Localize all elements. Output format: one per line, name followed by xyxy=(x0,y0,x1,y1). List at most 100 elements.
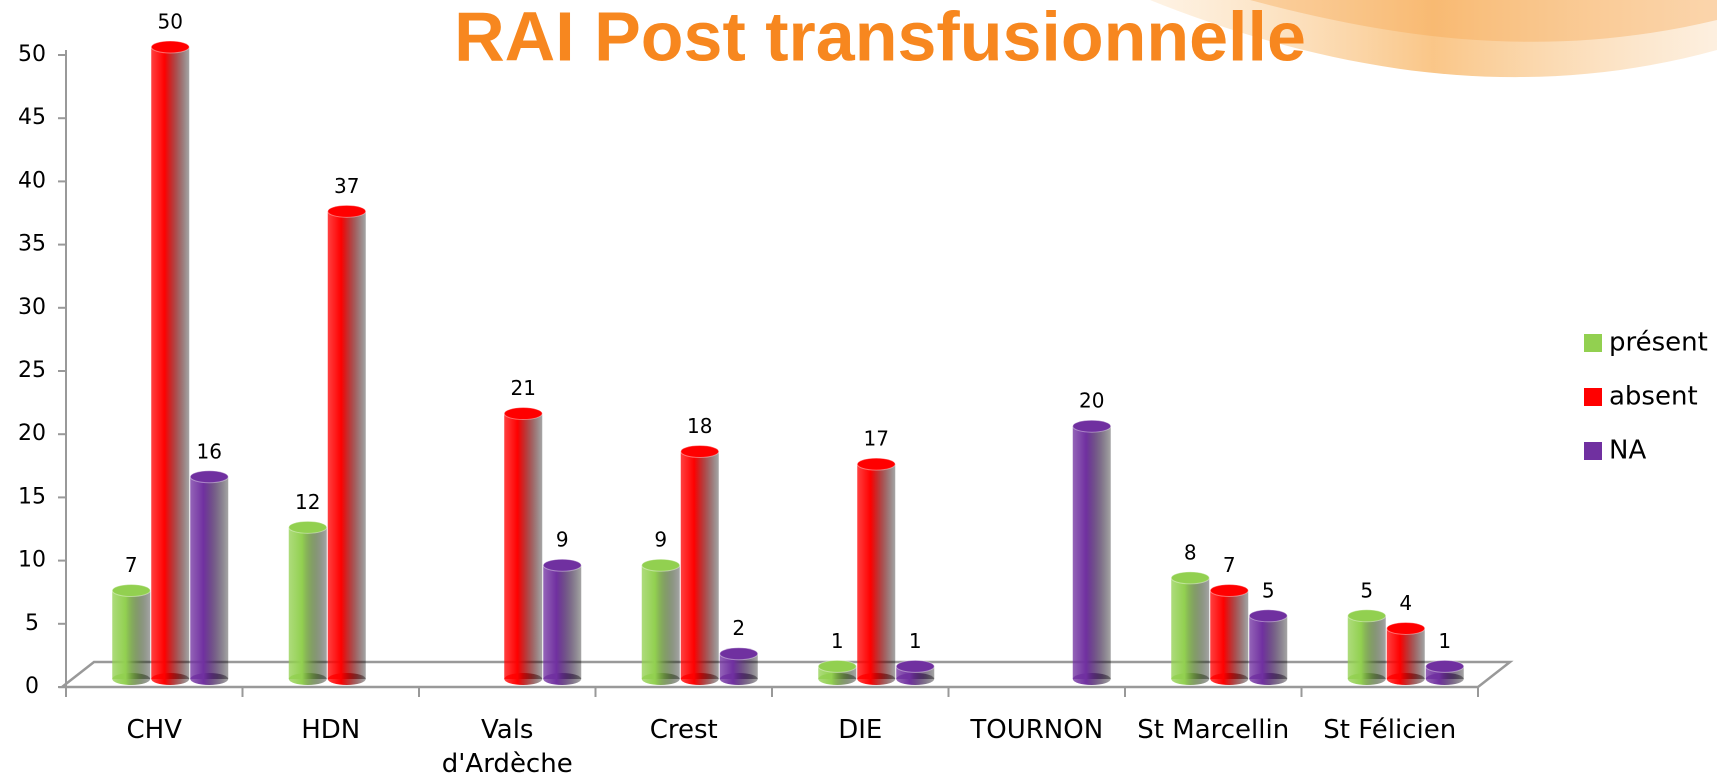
bar xyxy=(641,558,681,685)
value-label: 12 xyxy=(295,490,320,514)
chart-title: RAI Post transfusionnelle xyxy=(454,0,1306,75)
legend-swatch xyxy=(1584,388,1602,406)
bar-body xyxy=(112,590,151,679)
y-tick-label: 20 xyxy=(18,421,46,446)
bar-body xyxy=(857,464,896,679)
x-tick-label: TOURNON xyxy=(970,715,1104,745)
value-label: 9 xyxy=(556,528,569,552)
x-tick-label: Vals d'Ardèche xyxy=(441,715,573,779)
value-label: 1 xyxy=(909,629,922,653)
bar xyxy=(1386,621,1426,685)
bar-top xyxy=(817,659,857,673)
value-label: 9 xyxy=(654,528,667,552)
bar-top xyxy=(1170,571,1210,585)
x-tick-label: St Marcellin xyxy=(1137,715,1290,745)
bar-body xyxy=(1347,615,1386,679)
value-label: 50 xyxy=(158,10,183,34)
y-tick-label: 30 xyxy=(18,295,46,320)
bar xyxy=(150,40,190,685)
bar-top xyxy=(150,40,190,54)
legend-swatch xyxy=(1584,334,1602,352)
x-tick-label: HDN xyxy=(301,715,361,745)
bar-top xyxy=(680,444,720,458)
value-label: 7 xyxy=(125,553,138,577)
bar-top xyxy=(1425,659,1465,673)
bar xyxy=(327,204,367,685)
bar xyxy=(1209,584,1249,685)
bar xyxy=(1170,571,1210,685)
bar-body xyxy=(327,211,366,679)
value-label: 4 xyxy=(1399,591,1412,615)
legend-label: absent xyxy=(1609,382,1698,412)
bar-top xyxy=(1347,609,1387,623)
bar xyxy=(719,647,759,685)
bar-top xyxy=(1248,609,1288,623)
bar xyxy=(856,457,896,685)
bar-top xyxy=(1386,621,1426,635)
value-label: 16 xyxy=(197,439,222,463)
y-tick-label: 50 xyxy=(18,42,46,67)
bar-top xyxy=(288,520,328,534)
x-tick-label: DIE xyxy=(838,715,883,745)
decoration xyxy=(1150,0,1717,78)
y-tick-label: 45 xyxy=(18,105,46,130)
bar-body xyxy=(1072,426,1111,679)
y-tick-label: 40 xyxy=(18,168,46,193)
bar-top xyxy=(641,558,681,572)
bar-top xyxy=(542,558,582,572)
x-tick-label: CHV xyxy=(126,715,183,745)
y-tick-label: 15 xyxy=(18,484,46,509)
bar-body xyxy=(1171,577,1210,679)
value-label: 8 xyxy=(1184,540,1197,564)
bar xyxy=(1248,609,1288,685)
decoration xyxy=(1250,0,1717,42)
value-label: 5 xyxy=(1360,578,1373,602)
bar-body xyxy=(151,47,190,679)
bar-top xyxy=(856,457,896,471)
value-label: 1 xyxy=(831,629,844,653)
bar-body xyxy=(641,565,680,679)
bar-body xyxy=(1386,628,1425,679)
value-label: 37 xyxy=(334,174,359,198)
bar-top xyxy=(111,584,151,598)
bar-top xyxy=(895,659,935,673)
bar-body xyxy=(1210,590,1249,679)
floor xyxy=(58,660,1514,689)
value-label: 17 xyxy=(864,427,889,451)
bar xyxy=(680,444,720,685)
bar xyxy=(503,407,543,685)
bar-top xyxy=(189,470,229,484)
bar-body xyxy=(504,413,543,679)
legend-swatch xyxy=(1584,442,1602,460)
bar-body xyxy=(543,565,582,679)
bar-top xyxy=(1209,584,1249,598)
bar xyxy=(189,470,229,685)
bar xyxy=(1347,609,1387,685)
bar-top xyxy=(327,204,367,218)
bar-body xyxy=(190,476,229,679)
bar xyxy=(1072,419,1112,685)
x-tick-label: Crest xyxy=(649,715,718,745)
x-tick-label: St Félicien xyxy=(1323,715,1457,745)
value-label: 21 xyxy=(511,376,536,400)
y-tick-label: 5 xyxy=(25,611,39,636)
legend-label: NA xyxy=(1609,436,1646,466)
value-label: 5 xyxy=(1262,578,1275,602)
y-tick-label: 10 xyxy=(18,548,46,573)
y-tick-label: 25 xyxy=(18,358,46,383)
bar-body xyxy=(680,451,719,679)
bar xyxy=(1425,659,1465,685)
y-tick-label: 0 xyxy=(25,674,39,699)
value-label: 1 xyxy=(1438,629,1451,653)
bar xyxy=(288,520,328,685)
bar xyxy=(817,659,857,685)
value-label: 2 xyxy=(732,616,745,640)
bar xyxy=(895,659,935,685)
bar-top xyxy=(1072,419,1112,433)
value-label: 18 xyxy=(687,414,712,438)
bar-top xyxy=(719,647,759,661)
y-tick-label: 35 xyxy=(18,232,46,257)
bar-top xyxy=(503,407,543,421)
